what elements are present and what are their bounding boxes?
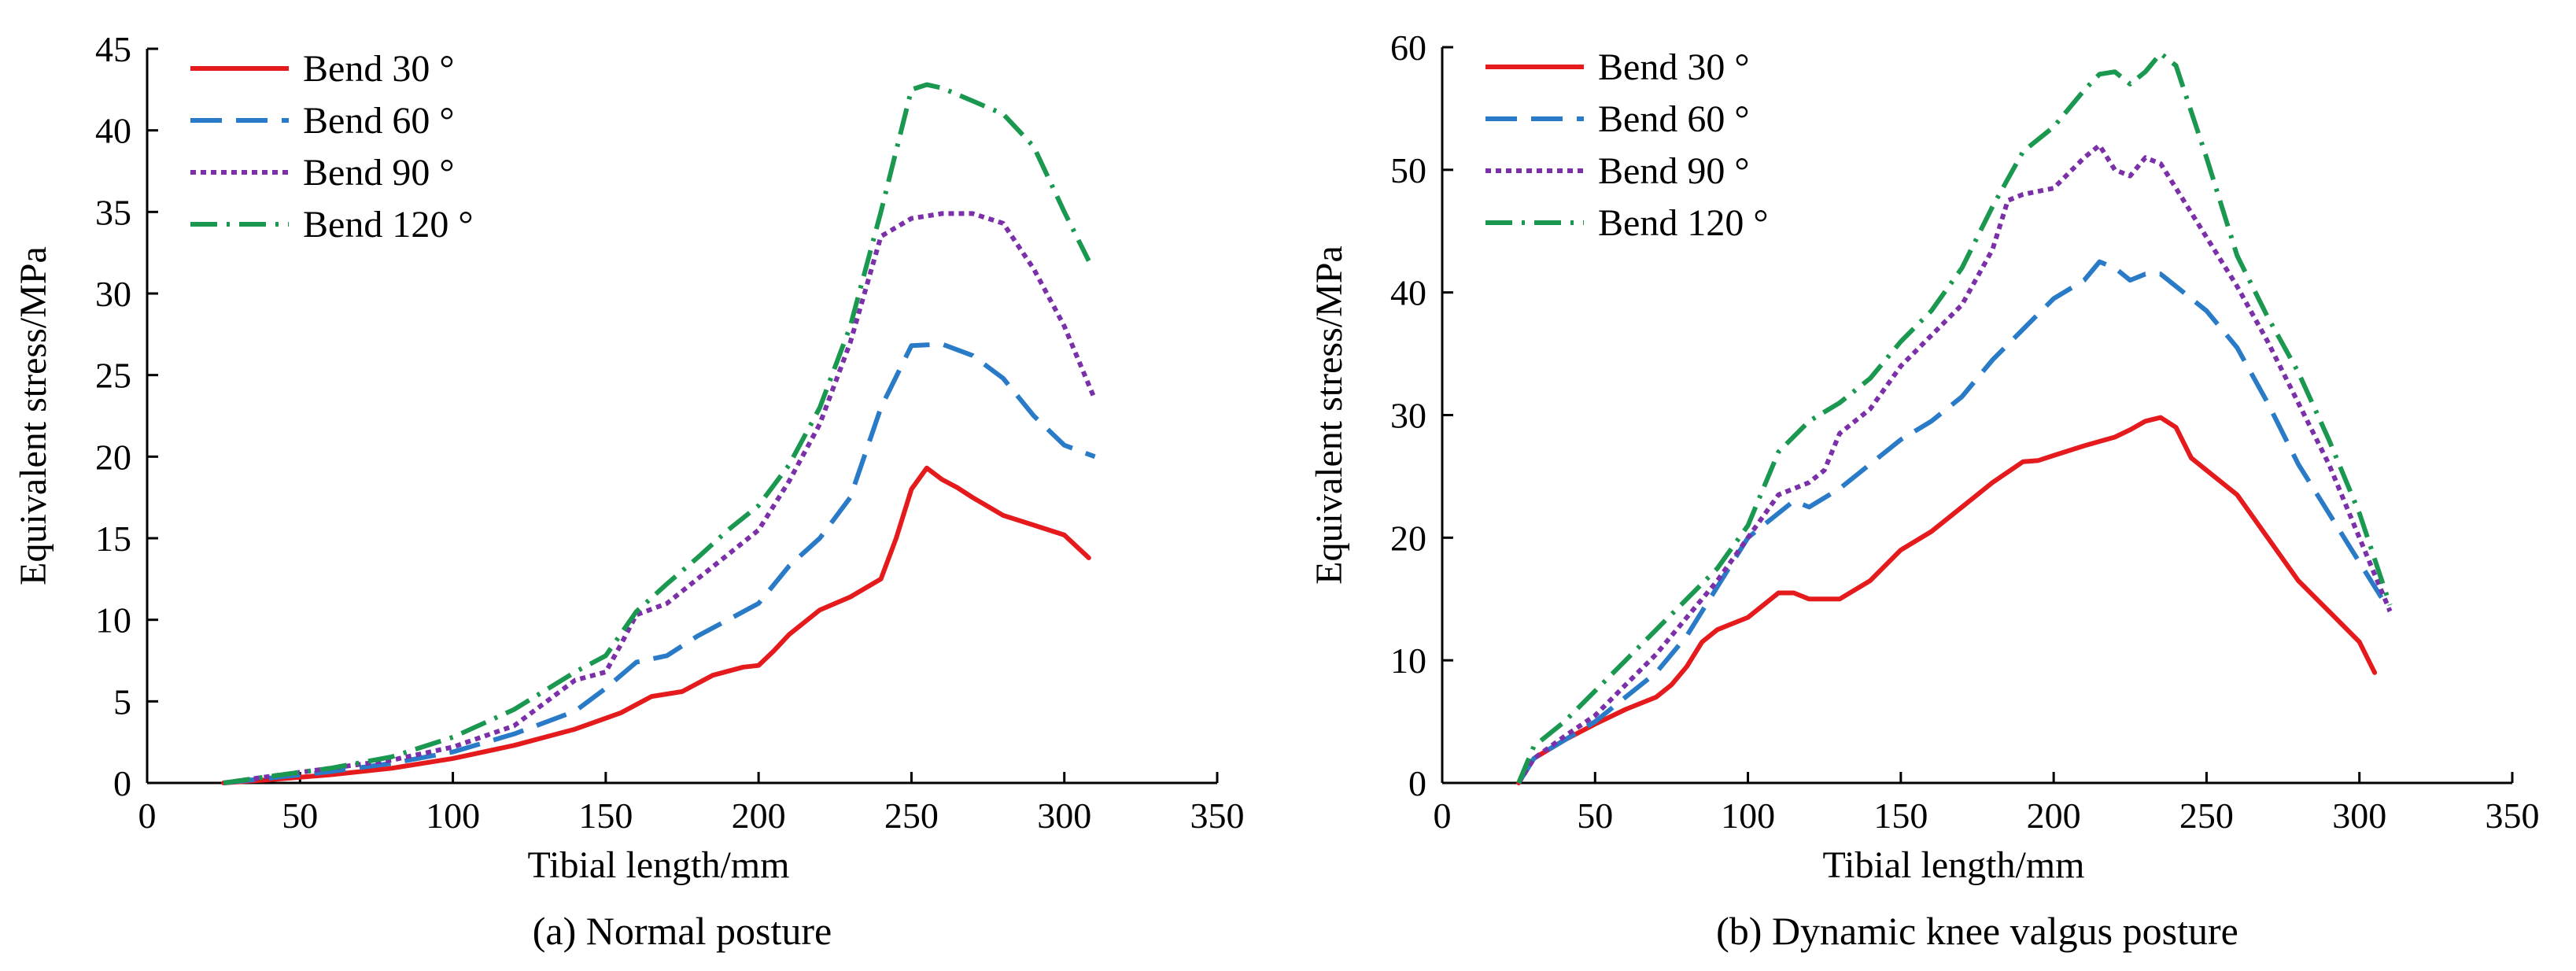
y-tick-label: 0	[113, 763, 131, 803]
legend-label: Bend 90 °	[1598, 150, 1750, 192]
legend-label: Bend 120 °	[1598, 202, 1769, 244]
y-tick-label: 45	[95, 29, 131, 69]
x-tick-label: 350	[2486, 796, 2540, 836]
x-tick-label: 300	[2332, 796, 2386, 836]
y-tick-label: 50	[1390, 150, 1426, 190]
y-tick-label: 0	[1408, 763, 1426, 803]
x-tick-label: 350	[1190, 796, 1245, 836]
series-line-bend-60	[223, 342, 1096, 785]
y-tick-label: 30	[95, 274, 131, 314]
y-tick-label: 30	[1390, 396, 1426, 436]
legend-label: Bend 60 °	[1598, 98, 1750, 140]
y-axis-title: Equivalent stress/MPa	[1308, 246, 1350, 585]
x-tick-label: 100	[426, 796, 480, 836]
x-tick-label: 150	[1873, 796, 1928, 836]
x-tick-label: 50	[282, 796, 318, 836]
y-tick-label: 20	[1390, 518, 1426, 558]
series-line-bend-120	[1516, 50, 2393, 785]
series-line-bend-30	[221, 465, 1091, 785]
series-line-bend-30	[1516, 415, 2378, 785]
x-tick-label: 150	[578, 796, 633, 836]
y-tick-label: 10	[1390, 641, 1426, 681]
legend-label: Bend 30 °	[303, 48, 455, 90]
x-axis-title: Tibial length/mm	[1823, 844, 2085, 886]
legend-label: Bend 90 °	[303, 152, 455, 194]
y-axis-title: Equivalent stress/MPa	[13, 246, 54, 585]
chart-panel-a: 0 50 100 150 200 250 300 350 0 5 10 15 20 25 30 35 40 45 T…	[13, 29, 1245, 953]
y-tick-label: 20	[95, 437, 131, 477]
chart-panel-b: 0 50 100 150 200 250 300 350 0 10 20 30 40 50 60 Tibial…	[1308, 28, 2540, 953]
x-tick-label: 50	[1577, 796, 1613, 836]
x-tick-label: 0	[1434, 796, 1452, 836]
chart-caption: (a) Normal posture	[533, 909, 832, 953]
series-line-bend-90	[223, 211, 1098, 785]
x-tick-label: 0	[138, 796, 157, 836]
y-tick-label: 40	[95, 111, 131, 151]
x-tick-label: 200	[2027, 796, 2081, 836]
y-tick-label: 15	[95, 519, 131, 559]
y-tick-label: 25	[95, 356, 131, 396]
y-tick-label: 60	[1390, 28, 1426, 68]
legend-label: Bend 120 °	[303, 204, 474, 246]
x-tick-label: 300	[1037, 796, 1091, 836]
x-tick-label: 250	[2179, 796, 2234, 836]
y-tick-label: 5	[113, 681, 131, 722]
x-tick-label: 250	[884, 796, 939, 836]
x-tick-label: 100	[1721, 796, 1775, 836]
legend-label: Bend 60 °	[303, 100, 455, 142]
series-line-bend-60	[1516, 259, 2393, 785]
legend-label: Bend 30 °	[1598, 46, 1750, 88]
series-line-bend-120	[223, 82, 1091, 785]
chart-caption: (b) Dynamic knee valgus posture	[1716, 909, 2238, 953]
series-line-bend-90	[1516, 142, 2393, 785]
x-tick-label: 200	[732, 796, 786, 836]
x-axis-title: Tibial length/mm	[528, 844, 790, 886]
y-tick-label: 40	[1390, 273, 1426, 313]
y-tick-label: 35	[95, 192, 131, 232]
y-tick-label: 10	[95, 600, 131, 641]
